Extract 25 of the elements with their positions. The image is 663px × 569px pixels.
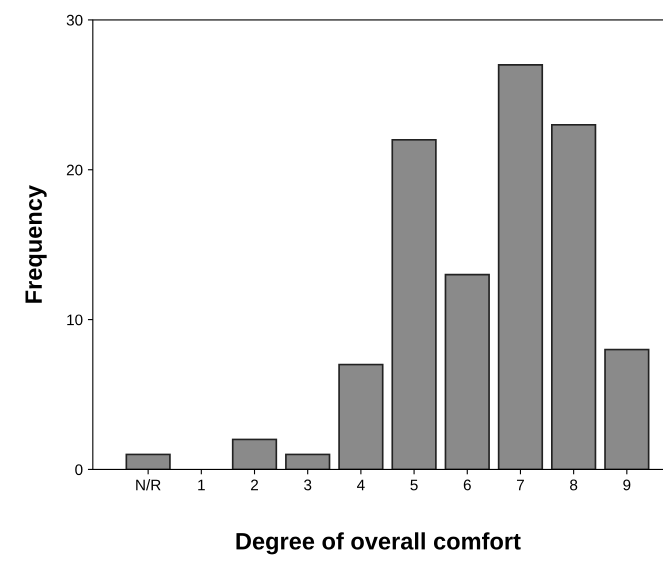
x-tick-label: N/R xyxy=(136,479,161,490)
x-tick-label: 7 xyxy=(516,480,524,490)
y-tick-label: 20 xyxy=(66,164,82,176)
bar xyxy=(551,124,596,470)
bar xyxy=(444,274,490,470)
y-tick-label: 30 xyxy=(66,14,82,26)
x-tick-label: 3 xyxy=(304,480,312,490)
bar xyxy=(125,454,171,470)
x-tick-label: 4 xyxy=(356,480,365,490)
x-tick-label: 8 xyxy=(570,480,578,490)
y-axis-title: Frequency xyxy=(26,185,47,303)
x-tick-label: 9 xyxy=(623,480,630,490)
x-tick-label: 5 xyxy=(410,480,418,490)
x-axis-title: Degree of overall comfort xyxy=(236,532,521,554)
x-tick-label: 1 xyxy=(198,480,205,490)
bar xyxy=(604,348,650,470)
bar xyxy=(338,364,384,470)
y-tick-label: 10 xyxy=(67,314,82,326)
bar xyxy=(498,64,544,470)
x-tick-label: 6 xyxy=(464,480,471,490)
bar xyxy=(232,438,278,470)
bar xyxy=(285,454,330,470)
bar xyxy=(391,138,437,470)
x-tick-label: 2 xyxy=(251,480,258,490)
y-tick-label: 0 xyxy=(75,464,82,476)
